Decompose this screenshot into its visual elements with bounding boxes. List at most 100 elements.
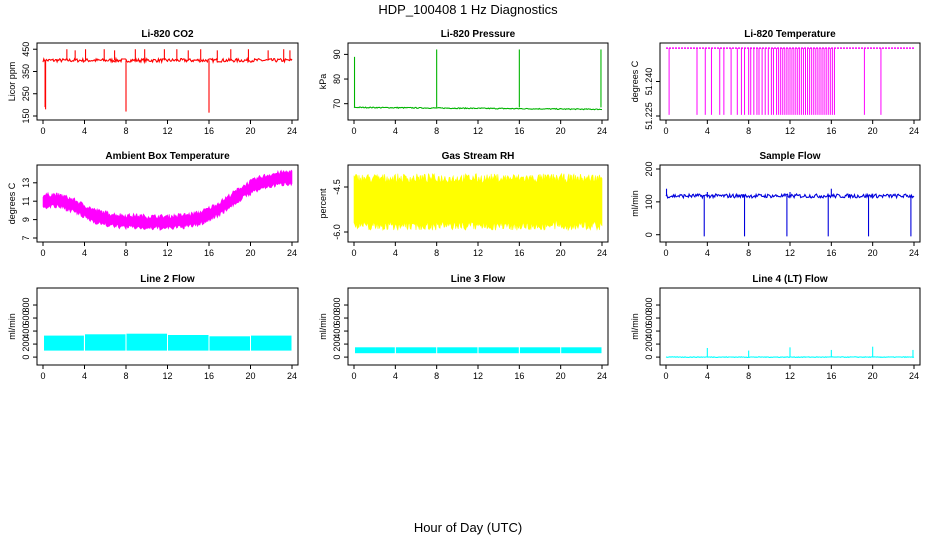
series-line3-flow (355, 347, 602, 354)
y-axis-label-licor-temp: degrees C (630, 60, 640, 102)
y-tick-label: 0 (644, 355, 654, 360)
x-tick-label: 20 (245, 248, 255, 258)
y-tick-label: 350 (21, 64, 31, 79)
x-tick-label: 12 (785, 126, 795, 136)
x-tick-label: 16 (514, 126, 524, 136)
y-tick-label: 13 (21, 178, 31, 188)
y-tick-label: 90 (332, 49, 342, 59)
x-tick-label: 4 (82, 126, 87, 136)
x-tick-label: 12 (473, 126, 483, 136)
x-tick-label: 0 (663, 126, 668, 136)
y-tick-label: 200 (21, 337, 31, 352)
panel-title-co2: Li-820 CO2 (141, 29, 194, 40)
series-line2-flow (44, 333, 292, 351)
panel-title-rh: Gas Stream RH (442, 151, 515, 162)
segment-line2-flow (168, 335, 209, 351)
y-tick-label: 80 (332, 74, 342, 84)
y-tick-label: 200 (644, 337, 654, 352)
line-co2 (42, 56, 293, 65)
y-tick-label: 7 (21, 235, 31, 240)
y-axis-label-rh: percent (318, 188, 328, 219)
y-tick-label: 100 (644, 194, 654, 209)
x-tick-label: 24 (909, 371, 919, 381)
x-tick-label: 24 (909, 126, 919, 136)
x-tick-label: 20 (868, 126, 878, 136)
plot-frame-co2 (36, 42, 299, 121)
y-tick-label: 0 (332, 355, 342, 360)
x-tick-label: 4 (82, 248, 87, 258)
x-tick-label: 16 (204, 126, 214, 136)
y-tick-label: 51.225 (644, 102, 654, 130)
y-tick-label: 400 (21, 324, 31, 339)
y-tick-label: 250 (21, 86, 31, 101)
segment-line3-flow (437, 347, 478, 354)
x-tick-label: 12 (785, 371, 795, 381)
x-tick-label: 4 (82, 371, 87, 381)
y-tick-label: 9 (21, 217, 31, 222)
series-co2 (42, 49, 293, 113)
segment-line2-flow (85, 334, 126, 351)
x-tick-label: 8 (434, 126, 439, 136)
panel-title-pressure: Li-820 Pressure (441, 29, 516, 40)
x-tick-label: 16 (204, 371, 214, 381)
x-tick-label: 8 (746, 126, 751, 136)
y-axis-label-pressure: kPa (318, 74, 328, 90)
y-axis-label-line4-flow: ml/min (630, 313, 640, 340)
x-tick-label: 8 (746, 248, 751, 258)
x-tick-label: 20 (245, 126, 255, 136)
x-tick-label: 16 (826, 371, 836, 381)
x-tick-label: 16 (826, 126, 836, 136)
plot-frame-line2-flow (36, 287, 299, 366)
y-tick-label: 51.240 (644, 68, 654, 96)
x-tick-label: 8 (123, 248, 128, 258)
x-tick-label: 20 (556, 371, 566, 381)
x-tick-label: 20 (556, 248, 566, 258)
panel-title-line2-flow: Line 2 Flow (140, 274, 195, 285)
series-licor-temp (666, 47, 914, 115)
x-tick-label: 0 (40, 248, 45, 258)
x-tick-label: 16 (826, 248, 836, 258)
x-tick-label: 4 (393, 371, 398, 381)
x-tick-label: 4 (705, 126, 710, 136)
y-tick-label: 200 (332, 337, 342, 352)
x-tick-label: 0 (663, 248, 668, 258)
x-tick-label: 24 (287, 126, 297, 136)
x-tick-label: 16 (514, 371, 524, 381)
line-pressure (353, 106, 603, 111)
panel-rh: Gas Stream RH 0 4 8 12 16 20 24 -6.0 -4.5 percent (318, 151, 609, 258)
segment-line2-flow (251, 335, 292, 351)
figure-title: HDP_100408 1 Hz Diagnostics (378, 2, 558, 17)
panel-box-temp: Ambient Box Temperature 0 4 8 12 16 20 24 7 9 11 13… (7, 151, 299, 258)
x-tick-label: 8 (123, 126, 128, 136)
segment-line2-flow (126, 333, 167, 351)
panel-licor-temp: Li-820 Temperature 0 4 8 12 16 20 24 51.225 51.24… (630, 29, 921, 136)
x-tick-label: 8 (123, 371, 128, 381)
x-tick-label: 4 (705, 248, 710, 258)
y-axis-label-sample-flow: ml/min (630, 190, 640, 217)
y-tick-label: -4.5 (332, 179, 342, 195)
panel-title-line3-flow: Line 3 Flow (451, 274, 506, 285)
band-box-temp (42, 169, 293, 231)
y-axis-label-co2: Licor ppm (7, 62, 17, 102)
y-tick-label: 800 (21, 298, 31, 313)
y-tick-label: 0 (644, 232, 654, 237)
x-tick-label: 8 (746, 371, 751, 381)
series-rh (353, 172, 603, 232)
x-tick-label: 8 (434, 248, 439, 258)
x-tick-label: 12 (473, 248, 483, 258)
x-tick-label: 24 (597, 126, 607, 136)
y-axis-label-line3-flow: ml/min (318, 313, 328, 340)
x-tick-label: 24 (597, 248, 607, 258)
panel-pressure: Li-820 Pressure 0 4 8 12 16 20 24 70 80 90 kPa (318, 29, 609, 136)
series-pressure (353, 49, 603, 111)
y-axis-label-box-temp: degrees C (7, 182, 17, 224)
panel-title-box-temp: Ambient Box Temperature (105, 151, 230, 162)
x-tick-label: 24 (287, 248, 297, 258)
segment-line3-flow (355, 347, 395, 354)
y-axis-label-line2-flow: ml/min (7, 313, 17, 340)
plot-frame-line3-flow (347, 287, 609, 366)
y-tick-label: -6.0 (332, 224, 342, 240)
x-tick-label: 4 (393, 248, 398, 258)
